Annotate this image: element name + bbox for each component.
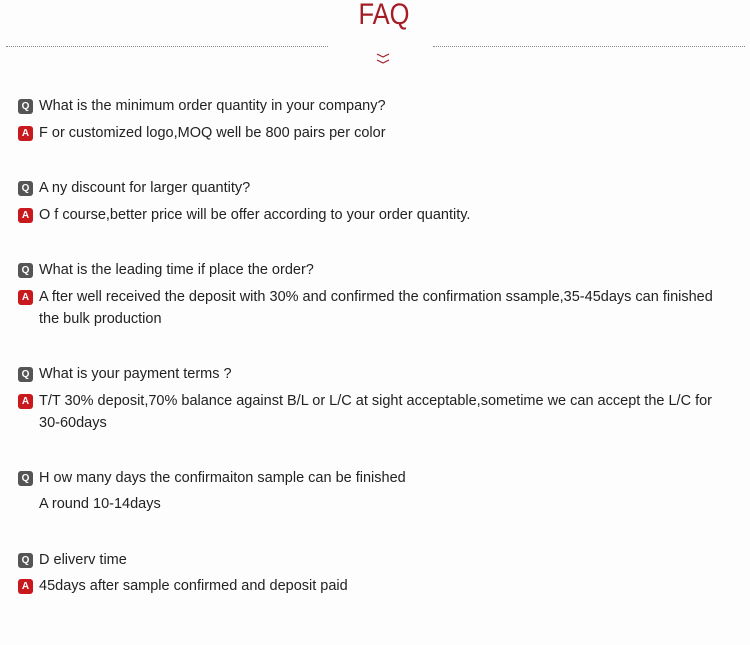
faq-question: Q What is your payment terms ?	[18, 363, 719, 385]
faq-question: Q What is the minimum order quantity in y…	[18, 95, 719, 117]
divider-right	[433, 46, 745, 47]
question-icon: Q	[18, 99, 33, 114]
faq-answer: A T/T 30% deposit,70% balance against B/L…	[18, 390, 719, 434]
answer-icon: A	[18, 290, 33, 305]
faq-question: Q What is the leading time if place the o…	[18, 259, 719, 281]
question-icon: Q	[18, 553, 33, 568]
double-chevron-down-icon	[376, 53, 390, 64]
page-title: FAQ	[358, 0, 410, 31]
question-icon: Q	[18, 181, 33, 196]
divider-left	[6, 46, 328, 47]
answer-icon: A	[18, 208, 33, 223]
answer-icon: A	[18, 126, 33, 141]
answer-icon: A	[18, 579, 33, 594]
answer-icon: A	[18, 394, 33, 409]
question-icon: Q	[18, 367, 33, 382]
question-icon: Q	[18, 471, 33, 486]
question-icon: Q	[18, 263, 33, 278]
faq-answer: A 45days after sample confirmed and depos…	[18, 575, 719, 597]
faq-answer: A round 10-14days	[39, 496, 161, 512]
